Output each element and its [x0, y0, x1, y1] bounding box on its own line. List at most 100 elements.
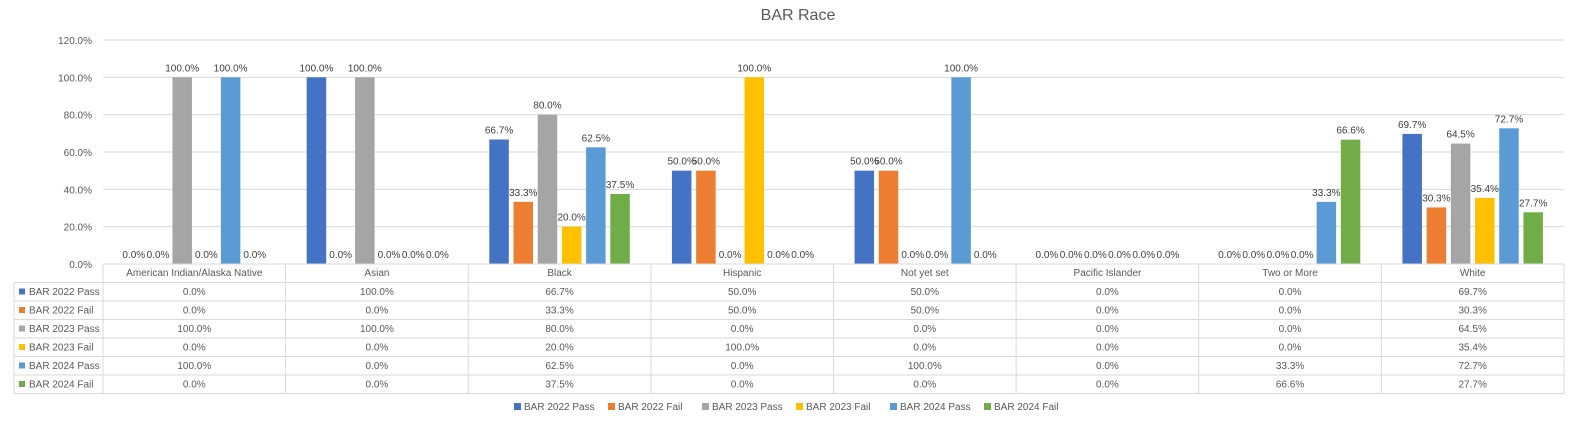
category-label: Not yet set	[901, 268, 949, 279]
data-label: 80.0%	[533, 101, 561, 112]
bar	[172, 77, 192, 264]
category-label: Hispanic	[723, 268, 761, 279]
table-cell: 0.0%	[1096, 380, 1119, 391]
table-cell: 0.0%	[1279, 324, 1302, 335]
data-label: 0.0%	[926, 250, 949, 261]
data-label: 69.7%	[1398, 120, 1426, 131]
table-cell: 100.0%	[725, 343, 759, 354]
data-label: 50.0%	[668, 157, 696, 168]
data-label: 0.0%	[974, 250, 997, 261]
table-cell: 64.5%	[1459, 324, 1487, 335]
data-label: 0.0%	[243, 250, 266, 261]
table-cell: 0.0%	[731, 380, 754, 391]
table-cell: 0.0%	[913, 380, 936, 391]
bar	[671, 170, 692, 264]
table-cell: 35.4%	[1459, 343, 1487, 354]
table-cell: 66.6%	[1276, 380, 1304, 391]
legend-label: BAR 2024 Fail	[994, 402, 1058, 413]
legend-swatch	[702, 403, 709, 410]
data-label: 30.3%	[1422, 193, 1450, 204]
legend-label: BAR 2023 Pass	[712, 402, 783, 413]
table-cell: 27.7%	[1459, 380, 1487, 391]
table-cell: 69.7%	[1459, 287, 1487, 298]
bar	[537, 114, 558, 265]
table-cell: 80.0%	[545, 324, 573, 335]
data-label: 0.0%	[378, 250, 401, 261]
data-label: 0.0%	[1084, 250, 1107, 261]
table-cell: 0.0%	[366, 343, 389, 354]
table-legend-key	[19, 288, 25, 295]
data-label: 50.0%	[874, 157, 902, 168]
y-tick-label: 0.0%	[69, 260, 92, 271]
y-tick-label: 40.0%	[64, 185, 92, 196]
table-row-label: BAR 2024 Pass	[29, 361, 100, 372]
bar	[744, 77, 765, 264]
bars	[172, 77, 1543, 265]
bar	[513, 201, 534, 264]
data-label: 0.0%	[901, 250, 924, 261]
gridlines	[103, 39, 1564, 265]
table-legend-key	[19, 344, 25, 350]
table-legend-key	[19, 381, 25, 387]
table-cell: 0.0%	[913, 343, 936, 354]
data-label: 50.0%	[692, 157, 720, 168]
legend-swatch	[984, 403, 991, 410]
table-cell: 30.3%	[1459, 306, 1487, 317]
table-cell: 0.0%	[1096, 306, 1119, 317]
table-cell: 0.0%	[366, 361, 389, 372]
data-label: 66.6%	[1336, 126, 1364, 137]
data-label: 0.0%	[1291, 250, 1314, 261]
table-row-label: BAR 2022 Fail	[29, 306, 93, 317]
bar	[1499, 128, 1519, 264]
bar	[355, 77, 375, 264]
category-label: Black	[547, 268, 572, 279]
table-cell: 50.0%	[728, 306, 756, 317]
y-tick-label: 20.0%	[64, 223, 92, 234]
bar	[220, 77, 241, 264]
data-label: 100.0%	[944, 63, 978, 74]
table-cell: 0.0%	[183, 306, 206, 317]
table-cell: 0.0%	[731, 324, 754, 335]
table-cell: 100.0%	[177, 361, 211, 372]
table-row-label: BAR 2023 Pass	[29, 324, 100, 335]
y-tick-label: 80.0%	[64, 111, 92, 122]
table-cell: 0.0%	[731, 361, 754, 372]
bar	[1402, 133, 1422, 264]
bar	[854, 170, 875, 264]
data-label: 50.0%	[850, 157, 878, 168]
data-label: 64.5%	[1446, 130, 1474, 141]
table-row-label: BAR 2022 Pass	[29, 287, 100, 298]
table-cell: 100.0%	[360, 324, 394, 335]
data-label: 0.0%	[402, 250, 425, 261]
data-label: 0.0%	[791, 250, 814, 261]
table-cell: 0.0%	[366, 380, 389, 391]
legend-swatch	[796, 403, 803, 410]
data-label: 0.0%	[1218, 250, 1241, 261]
table-cell: 0.0%	[1096, 343, 1119, 354]
data-label: 33.3%	[509, 188, 537, 199]
data-label: 0.0%	[1157, 250, 1180, 261]
bar	[1450, 143, 1471, 264]
data-label: 62.5%	[582, 133, 610, 144]
data-label: 27.7%	[1519, 198, 1547, 209]
legend-swatch	[890, 403, 897, 410]
table-legend-key	[19, 307, 25, 313]
data-label: 0.0%	[1267, 250, 1290, 261]
table-cell: 62.5%	[545, 361, 573, 372]
table-cell: 0.0%	[1096, 324, 1119, 335]
category-label: Pacific Islander	[1074, 268, 1142, 279]
y-axis: 0.0% 20.0% 40.0% 60.0% 80.0% 100.0% 120.0%	[58, 36, 92, 271]
data-label: 72.7%	[1495, 114, 1523, 125]
legend-label: BAR 2024 Pass	[900, 402, 971, 413]
table-row-label: BAR 2023 Fail	[29, 343, 93, 354]
data-label: 100.0%	[165, 63, 199, 74]
table-cell: 100.0%	[177, 324, 211, 335]
data-label: 0.0%	[767, 250, 790, 261]
bar	[1340, 139, 1361, 264]
data-table: American Indian/Alaska Native Asian Black H…	[13, 263, 1565, 394]
table-legend-key	[19, 362, 25, 369]
bar	[586, 147, 606, 264]
data-label: 0.0%	[1060, 250, 1083, 261]
data-label: 100.0%	[214, 63, 248, 74]
